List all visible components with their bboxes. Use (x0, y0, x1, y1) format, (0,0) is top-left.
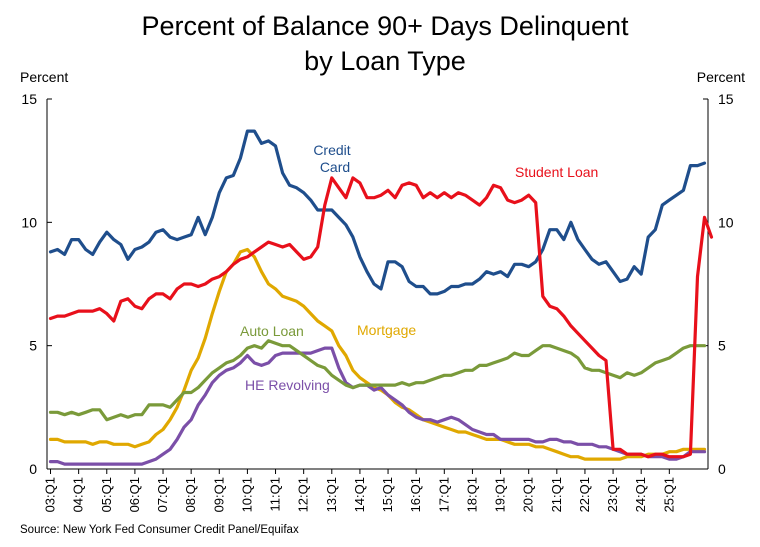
x-tick-label: 25:Q1 (661, 477, 676, 512)
x-tick-label: 15:Q1 (380, 477, 395, 512)
series-label-he-revolving: HE Revolving (245, 377, 330, 393)
series-label-student-loan: Student Loan (515, 164, 598, 180)
chart-title-line-2: by Loan Type (304, 46, 466, 76)
y-tick-label-right: 5 (718, 338, 726, 354)
x-tick-label: 24:Q1 (633, 477, 648, 512)
y-axis-unit-left: Percent (20, 69, 68, 85)
x-tick-labels: 03:Q1 04:Q1 05:Q1 06:Q1 07:Q1 08:Q1 09:Q1 10:Q1… (43, 477, 677, 512)
series-line-student-loan (48, 176, 714, 459)
x-tick-label: 04:Q1 (71, 477, 86, 512)
series-labels: Credit Card Student Loan Auto Loan Mortg… (240, 142, 598, 393)
series-label-credit-card-line-1: Credit (313, 142, 350, 158)
y-tick-label-right: 15 (718, 91, 734, 107)
x-tick-label: 07:Q1 (155, 477, 170, 512)
x-tick-label: 20:Q1 (521, 477, 536, 512)
series-line-credit-card (48, 129, 707, 296)
y-tick-label-right: 10 (718, 214, 734, 230)
x-tick-label: 06:Q1 (127, 477, 142, 512)
series-line-he-revolving (48, 346, 707, 466)
x-tick-label: 14:Q1 (352, 477, 367, 512)
x-tick-label: 18:Q1 (464, 477, 479, 512)
series-line-mortgage (48, 247, 707, 461)
y-tick-label-left: 10 (21, 214, 37, 230)
y-tick-label-left: 0 (29, 461, 37, 477)
x-tick-label: 22:Q1 (577, 477, 592, 512)
x-tick-label: 10:Q1 (239, 477, 254, 512)
x-tick-label: 09:Q1 (211, 477, 226, 512)
x-tick-label: 17:Q1 (436, 477, 451, 512)
series-label-mortgage: Mortgage (357, 322, 416, 338)
y-tick-label-right: 0 (718, 461, 726, 477)
x-tick-label: 16:Q1 (408, 477, 423, 512)
series-line-auto-loan (48, 339, 707, 422)
y-tick-labels: 0 0 5 5 10 10 15 15 (21, 91, 733, 477)
x-tick-label: 23:Q1 (605, 477, 620, 512)
x-tick-label: 11:Q1 (268, 477, 283, 511)
axes (46, 98, 709, 474)
series-label-credit-card-line-2: Card (320, 159, 350, 175)
x-tick-label: 13:Q1 (324, 477, 339, 512)
x-tick-label: 12:Q1 (296, 477, 311, 512)
source-note: Source: New York Fed Consumer Credit Pan… (20, 524, 299, 536)
x-tick-label: 03:Q1 (43, 477, 58, 512)
series-lines (48, 129, 714, 466)
x-tick-label: 21:Q1 (549, 477, 564, 512)
x-tick-label: 05:Q1 (99, 477, 114, 512)
y-axis-unit-right: Percent (697, 69, 745, 85)
chart-title-line-1: Percent of Balance 90+ Days Delinquent (141, 11, 629, 41)
x-tick-label: 19:Q1 (493, 477, 508, 512)
y-tick-label-left: 5 (29, 338, 37, 354)
x-tick-label: 08:Q1 (183, 477, 198, 512)
y-tick-label-left: 15 (21, 91, 37, 107)
series-label-auto-loan: Auto Loan (240, 323, 304, 339)
